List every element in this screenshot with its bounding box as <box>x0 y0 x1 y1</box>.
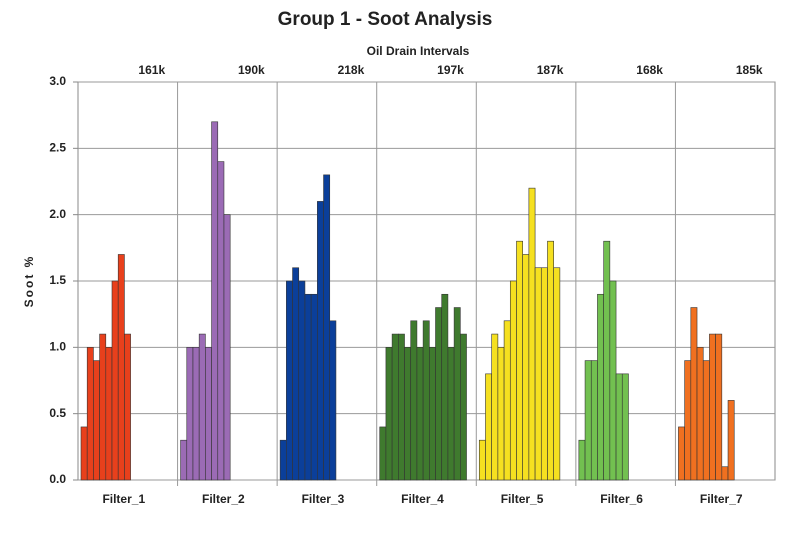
bar <box>404 347 412 481</box>
bar <box>286 280 293 481</box>
bar <box>385 347 393 481</box>
bar <box>485 373 492 481</box>
bar <box>391 333 399 481</box>
bar <box>410 320 418 481</box>
bar <box>124 333 131 481</box>
bar <box>528 187 536 481</box>
bar <box>317 201 324 481</box>
bar <box>709 333 716 481</box>
interval-label: 185k <box>736 63 763 77</box>
bar <box>678 426 685 481</box>
interval-label: 197k <box>437 63 464 77</box>
bar <box>217 161 225 481</box>
y-tick-label: 1.5 <box>49 273 66 287</box>
bar <box>329 320 337 481</box>
bar <box>509 280 517 481</box>
bar <box>310 293 318 481</box>
bar <box>416 347 424 481</box>
interval-label: 218k <box>338 63 365 77</box>
bar <box>603 240 611 481</box>
bar <box>597 293 604 481</box>
bar <box>715 333 723 481</box>
bar <box>180 439 188 481</box>
interval-label: 161k <box>138 63 165 77</box>
bar <box>186 347 194 481</box>
bar <box>584 360 592 481</box>
bar <box>547 240 554 481</box>
bar <box>292 267 300 481</box>
bar <box>298 280 306 481</box>
bar <box>223 214 231 481</box>
bar <box>211 121 219 481</box>
y-tick-label: 3.0 <box>49 74 66 88</box>
top-axis-label: Oil Drain Intervals <box>367 44 470 58</box>
bar <box>615 373 623 481</box>
y-tick-label: 2.5 <box>49 141 66 155</box>
x-tick-label: Filter_7 <box>700 492 743 506</box>
bar <box>578 439 586 481</box>
bar <box>80 426 88 481</box>
bar <box>590 360 598 481</box>
bar <box>696 347 704 481</box>
bar <box>447 347 455 481</box>
interval-label: 190k <box>238 63 265 77</box>
bar <box>111 280 119 481</box>
bar <box>727 400 735 481</box>
bar <box>304 293 312 481</box>
bar <box>540 267 548 481</box>
bar <box>497 347 505 481</box>
bar <box>460 333 467 481</box>
bar <box>453 307 461 481</box>
bar <box>478 439 486 481</box>
bar <box>429 347 436 481</box>
bar <box>117 254 125 481</box>
x-tick-label: Filter_6 <box>600 492 643 506</box>
bar <box>534 267 542 481</box>
bar <box>522 254 530 481</box>
bar <box>93 360 100 481</box>
chart-title: Group 1 - Soot Analysis <box>278 9 493 30</box>
x-tick-label: Filter_3 <box>302 492 345 506</box>
x-tick-label: Filter_5 <box>501 492 544 506</box>
bar <box>702 360 710 481</box>
bar <box>105 347 113 481</box>
bar <box>279 439 287 481</box>
x-tick-label: Filter_2 <box>202 492 245 506</box>
bar <box>435 307 443 481</box>
bar <box>609 280 617 481</box>
y-tick-label: 1.0 <box>49 340 66 354</box>
x-tick-label: Filter_1 <box>102 492 145 506</box>
bar <box>99 333 107 481</box>
bar <box>422 320 430 481</box>
bar <box>379 426 387 481</box>
bar <box>323 174 331 481</box>
bar <box>516 240 523 481</box>
bar <box>86 347 94 481</box>
y-tick-label: 0.5 <box>49 406 66 420</box>
bar <box>503 320 511 481</box>
bar <box>621 373 629 481</box>
y-axis-label: Soot % <box>22 255 36 308</box>
bar <box>684 360 692 481</box>
bar <box>398 333 405 481</box>
y-tick-label: 0.0 <box>49 472 66 486</box>
interval-label: 187k <box>537 63 564 77</box>
y-tick-label: 2.0 <box>49 207 66 221</box>
bar <box>198 333 206 481</box>
bar <box>690 307 698 481</box>
bar <box>553 267 561 481</box>
bar <box>205 347 212 481</box>
bar <box>441 293 449 481</box>
x-tick-label: Filter_4 <box>401 492 444 506</box>
bar <box>192 347 200 481</box>
bar <box>721 466 729 481</box>
bar <box>491 333 499 481</box>
interval-label: 168k <box>636 63 663 77</box>
